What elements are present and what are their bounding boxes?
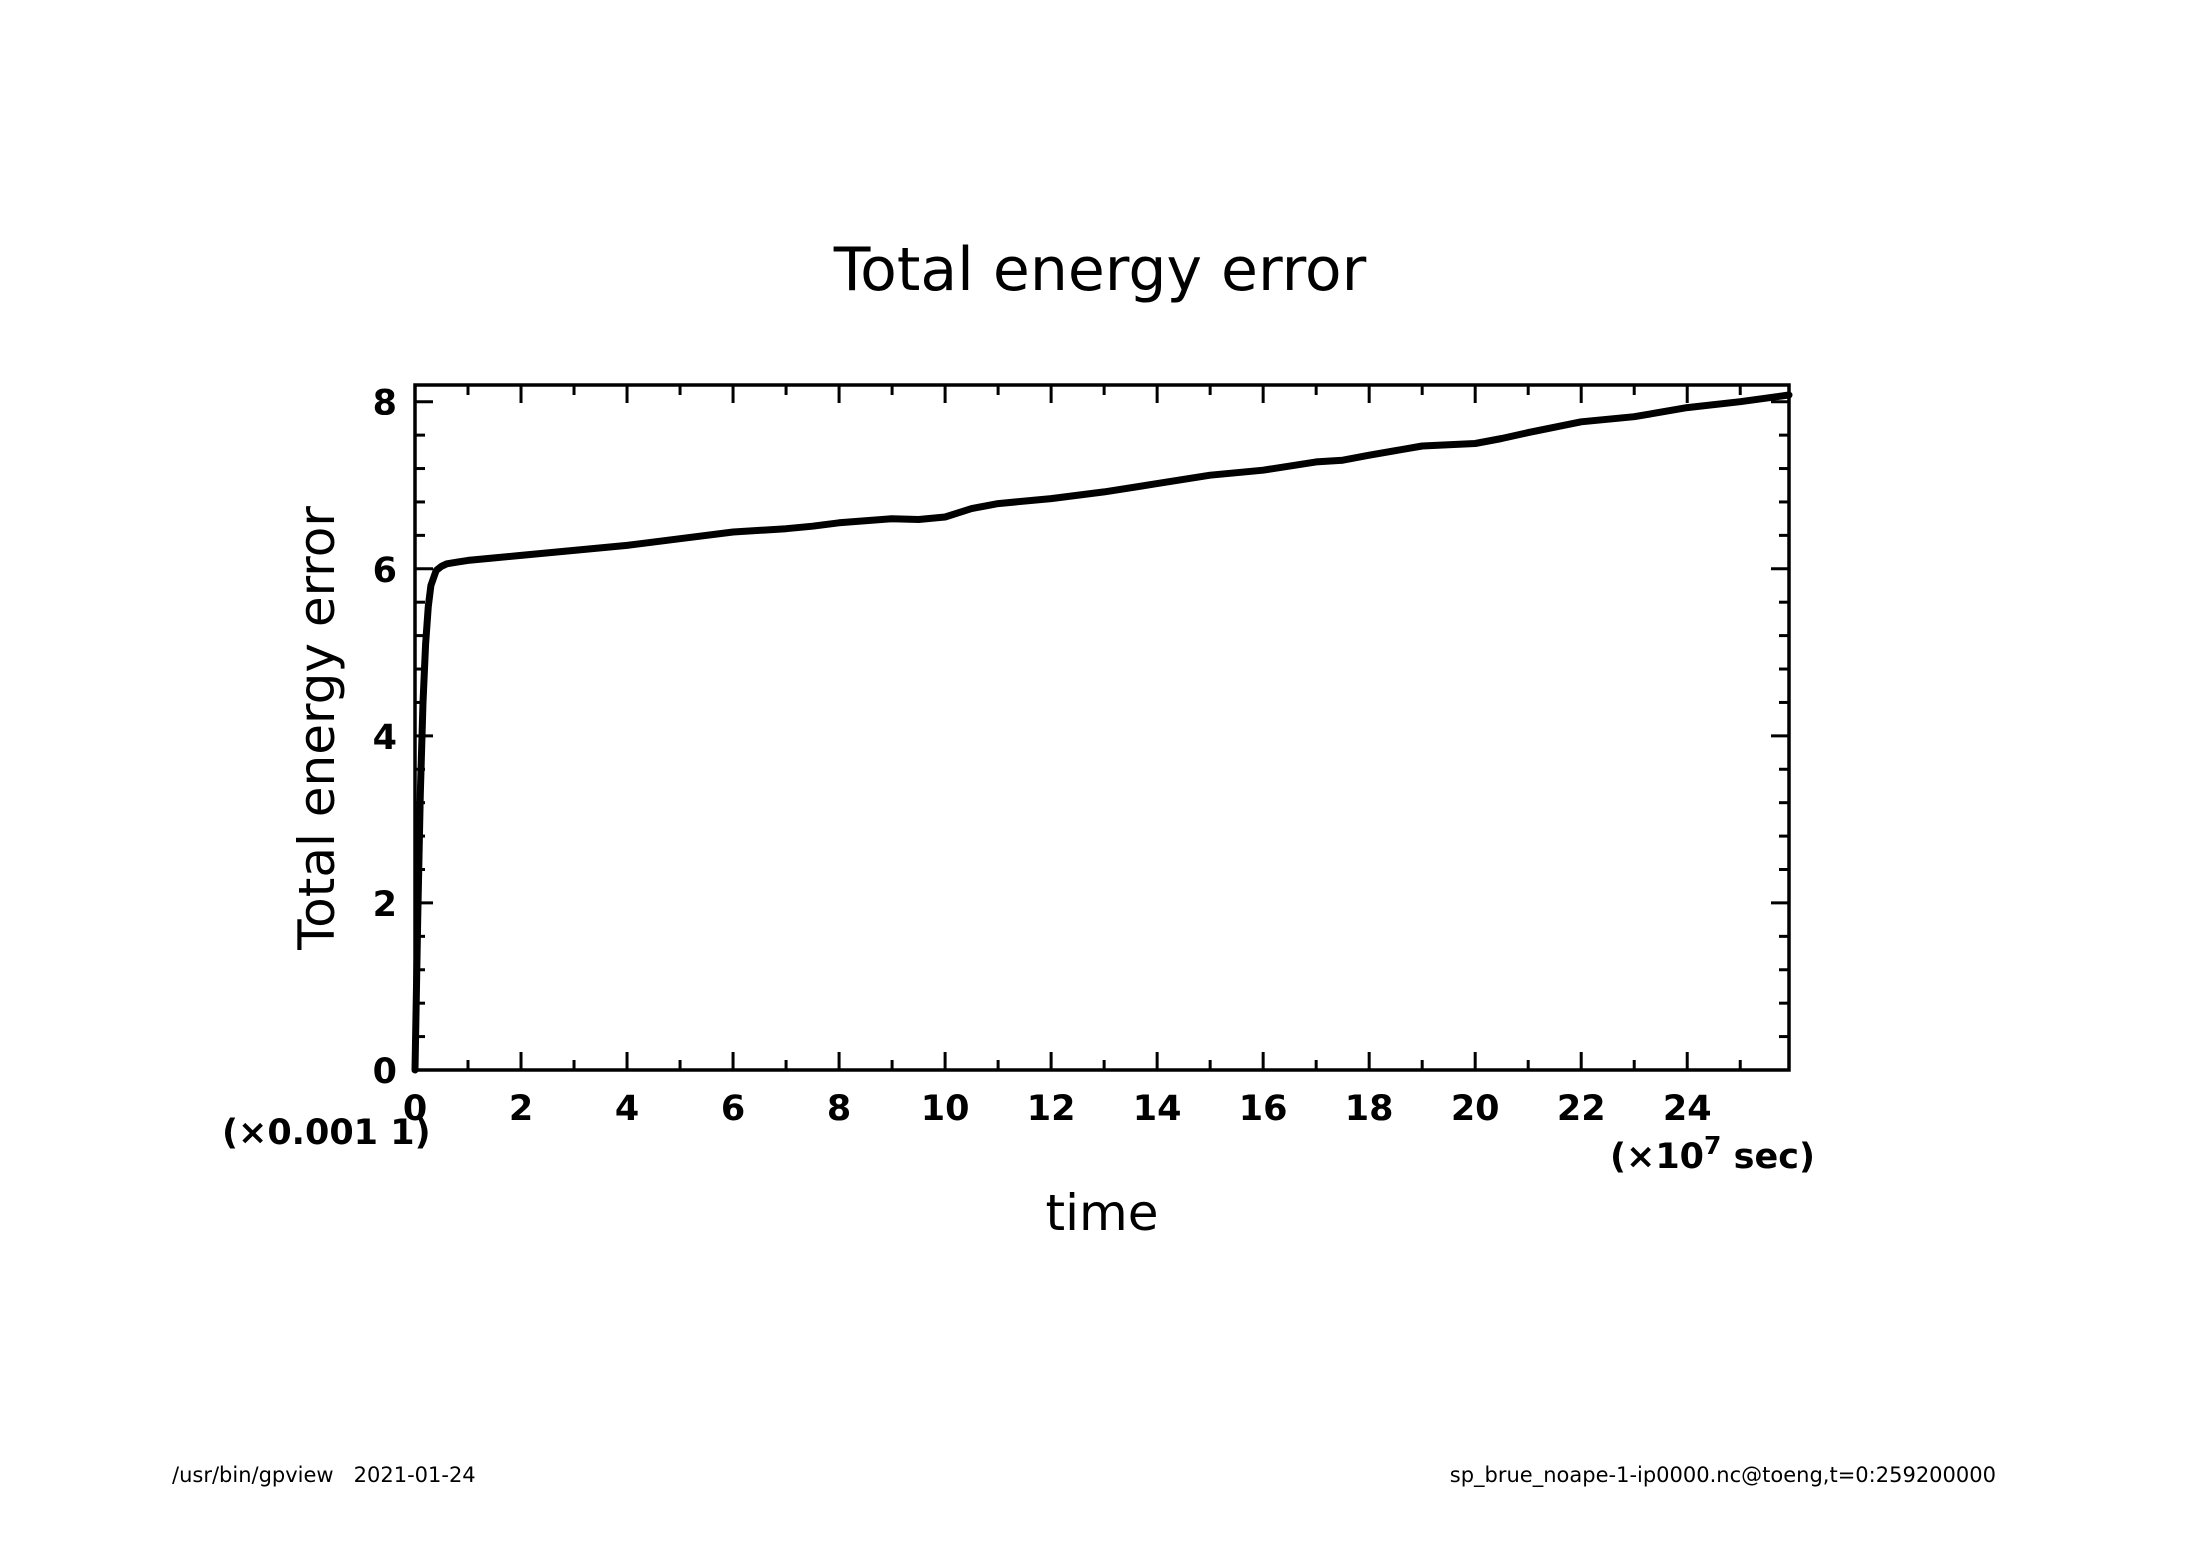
- x-axis-unit: (×107 sec): [1610, 1131, 1815, 1177]
- plot-frame: [413, 383, 1791, 1072]
- y-tick-label: 2: [373, 885, 397, 925]
- y-tick-label: 4: [373, 718, 397, 758]
- x-tick-label: 0: [403, 1089, 427, 1129]
- x-tick-label: 20: [1451, 1089, 1500, 1129]
- x-tick-label: 18: [1345, 1089, 1394, 1129]
- x-tick-label: 2: [509, 1089, 533, 1129]
- y-tick-label: 0: [373, 1052, 397, 1092]
- y-tick-label: 8: [373, 384, 397, 424]
- x-tick-label: 4: [615, 1089, 639, 1129]
- x-tick-label: 12: [1027, 1089, 1076, 1129]
- x-axis-unit-exponent: 7: [1704, 1131, 1721, 1160]
- chart-title: Total energy error: [833, 235, 1367, 305]
- y-axis-unit: (×0.001 1): [222, 1113, 431, 1153]
- x-tick-label: 14: [1133, 1089, 1182, 1129]
- x-axis-label: time: [1046, 1184, 1159, 1242]
- series-line: [411, 391, 1793, 1074]
- y-axis-label: Total energy error: [288, 506, 346, 951]
- x-tick-label: 10: [921, 1089, 970, 1129]
- y-tick-label: 6: [373, 551, 397, 591]
- x-tick-label: 22: [1557, 1089, 1606, 1129]
- x-tick-label: 16: [1239, 1089, 1288, 1129]
- footer-left: /usr/bin/gpview 2021-01-24: [172, 1463, 476, 1487]
- x-tick-label: 6: [721, 1089, 745, 1129]
- x-tick-label: 24: [1663, 1089, 1712, 1129]
- footer-right: sp_brue_noape-1-ip0000.nc@toeng,t=0:2592…: [1450, 1463, 1996, 1488]
- axis-ticks: [413, 385, 1789, 1072]
- x-tick-label: 8: [827, 1089, 851, 1129]
